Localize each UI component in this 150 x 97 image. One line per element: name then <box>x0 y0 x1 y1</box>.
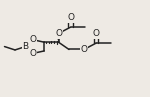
Text: B: B <box>22 42 28 51</box>
Text: O: O <box>67 13 74 22</box>
Text: O: O <box>30 35 36 44</box>
Text: O: O <box>93 29 99 38</box>
Polygon shape <box>57 33 60 42</box>
Text: O: O <box>30 49 36 58</box>
Text: O: O <box>55 29 62 38</box>
Text: O: O <box>81 45 87 54</box>
